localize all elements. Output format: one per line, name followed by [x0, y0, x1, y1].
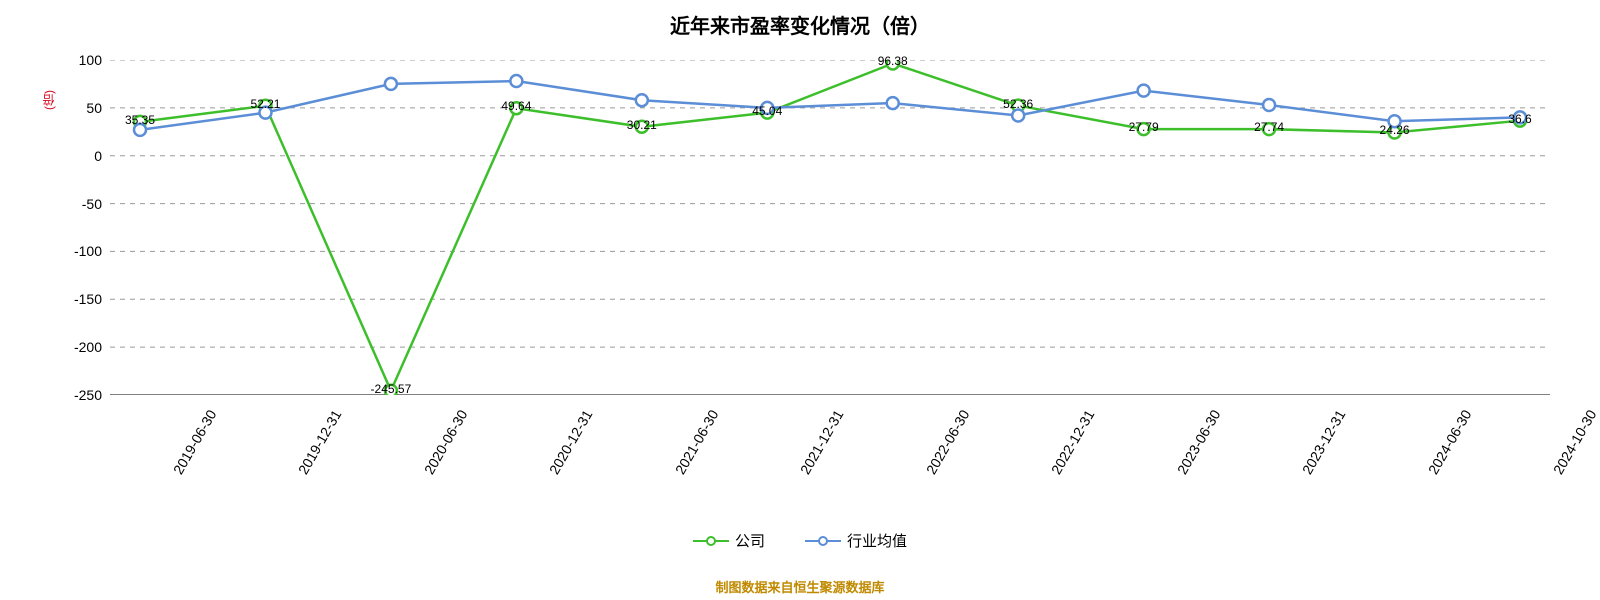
legend-label-company: 公司: [735, 530, 765, 551]
x-tick-label: 2019-06-30: [170, 407, 220, 477]
legend-item-company: 公司: [693, 530, 765, 551]
y-tick-label: -50: [42, 196, 102, 212]
y-tick-label: 100: [42, 52, 102, 68]
x-tick-label: 2020-06-30: [421, 407, 471, 477]
x-tick-label: 2022-06-30: [923, 407, 973, 477]
x-tick-label: 2023-12-31: [1299, 407, 1349, 477]
x-tick-label: 2024-10-30: [1550, 407, 1600, 477]
legend-swatch-company: [693, 532, 729, 550]
legend-item-industry: 行业均值: [805, 530, 907, 551]
x-tick-label: 2024-06-30: [1424, 407, 1474, 477]
y-tick-label: -100: [42, 243, 102, 259]
y-tick-label: -250: [42, 387, 102, 403]
pe-ratio-chart: 近年来市盈率变化情况（倍） (倍) -250-200-150-100-50050…: [0, 0, 1600, 600]
x-tick-label: 2022-12-31: [1048, 407, 1098, 477]
x-tick-label: 2021-06-30: [672, 407, 722, 477]
y-tick-label: 0: [42, 148, 102, 164]
x-tick-label: 2020-12-31: [546, 407, 596, 477]
plot-svg: [110, 60, 1550, 395]
x-tick-label: 2023-06-30: [1173, 407, 1223, 477]
legend-label-industry: 行业均值: [847, 530, 907, 551]
chart-footer: 制图数据来自恒生聚源数据库: [0, 577, 1600, 596]
x-tick-label: 2021-12-31: [797, 407, 847, 477]
x-tick-label: 2019-12-31: [295, 407, 345, 477]
chart-title: 近年来市盈率变化情况（倍）: [0, 10, 1600, 39]
y-tick-label: -200: [42, 339, 102, 355]
y-tick-label: -150: [42, 291, 102, 307]
legend-swatch-industry: [805, 532, 841, 550]
plot-area: 35.3552.21-245.5749.6430.2145.0496.3852.…: [110, 60, 1550, 395]
legend: 公司 行业均值: [0, 530, 1600, 551]
y-tick-label: 50: [42, 100, 102, 116]
